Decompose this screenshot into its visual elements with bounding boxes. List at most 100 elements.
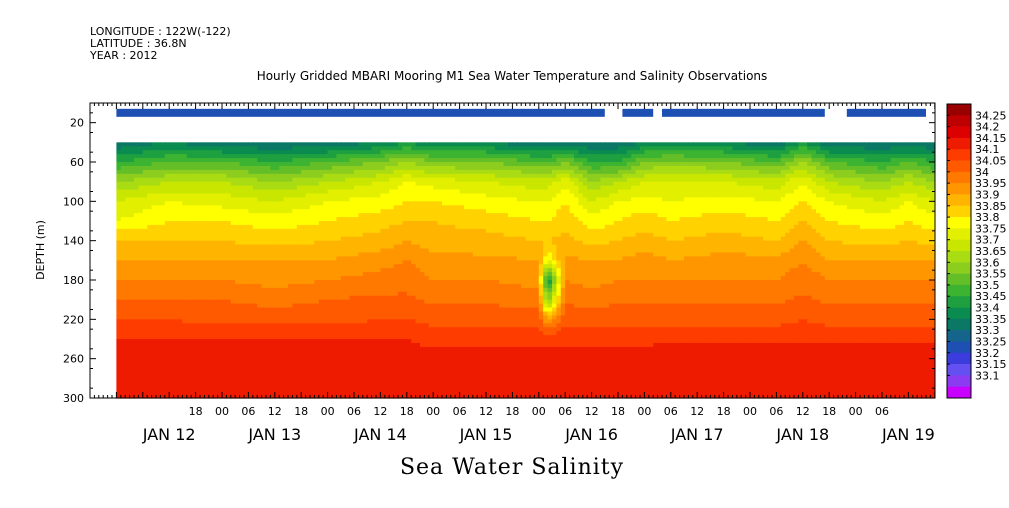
heat-cell <box>367 342 373 348</box>
heat-cell <box>200 295 205 301</box>
heat-cell <box>327 362 333 368</box>
heat-cell <box>428 315 434 320</box>
heat-cell <box>222 386 227 391</box>
heat-cell <box>173 260 179 265</box>
heat-cell <box>314 201 320 206</box>
heat-cell <box>270 346 276 352</box>
heat-cell <box>138 276 144 281</box>
heat-cell <box>248 221 254 226</box>
heat-cell <box>301 264 307 269</box>
heat-cell <box>217 323 223 328</box>
heat-cell <box>195 264 201 269</box>
heat-cell <box>332 370 337 375</box>
heat-cell <box>292 244 298 250</box>
heat-cell <box>134 362 139 368</box>
heat-cell <box>248 158 254 163</box>
heat-cell <box>226 232 232 238</box>
heat-cell <box>230 276 236 281</box>
heat-cell <box>336 209 342 214</box>
heat-cell <box>208 339 214 344</box>
heat-cell <box>244 315 249 320</box>
heat-cell <box>354 193 359 198</box>
heat-cell <box>270 358 276 364</box>
heat-cell <box>204 370 210 375</box>
heat-cell <box>349 232 355 238</box>
heat-cell <box>266 185 271 191</box>
heat-cell <box>323 213 329 218</box>
heat-cell <box>358 370 364 375</box>
heat-cell <box>442 165 447 171</box>
heat-cell <box>160 240 166 246</box>
heat-cell <box>178 252 183 257</box>
heat-cell <box>235 158 241 163</box>
heat-cell <box>402 158 408 163</box>
heat-cell <box>389 146 395 151</box>
heat-cell <box>204 386 210 391</box>
heat-cell <box>415 366 421 372</box>
heat-cell <box>437 323 443 328</box>
heat-cell <box>283 142 289 147</box>
heat-cell <box>406 236 412 242</box>
heat-cell <box>147 150 153 155</box>
heat-cell <box>380 283 386 289</box>
heat-cell <box>191 201 197 206</box>
heat-cell <box>442 142 447 147</box>
heat-cell <box>406 181 412 187</box>
heat-cell <box>244 287 249 293</box>
heat-cell <box>226 264 232 269</box>
heat-cell <box>244 390 249 395</box>
heat-cell <box>433 342 439 348</box>
heat-cell <box>151 339 157 344</box>
heat-cell <box>235 205 241 210</box>
heat-cell <box>424 205 430 210</box>
heat-cell <box>125 201 131 206</box>
heat-cell <box>336 362 342 368</box>
heat-cell <box>393 177 399 183</box>
heat-cell <box>376 362 381 368</box>
heat-cell <box>125 280 131 285</box>
heat-cell <box>226 240 232 246</box>
heat-cell <box>138 185 144 191</box>
heat-cell <box>204 374 210 379</box>
heat-cell <box>169 260 175 265</box>
heat-cell <box>296 248 302 254</box>
heat-cell <box>169 386 175 391</box>
heat-cell <box>156 346 161 352</box>
heat-cell <box>129 307 135 313</box>
heat-cell <box>147 232 153 238</box>
heat-cell <box>164 264 170 269</box>
heat-cell <box>411 362 417 368</box>
heat-cell <box>274 323 280 328</box>
heat-cell <box>261 197 267 202</box>
heat-cell <box>314 311 320 316</box>
heat-cell <box>186 386 192 391</box>
heat-cell <box>318 232 324 238</box>
heat-cell <box>415 205 421 210</box>
heat-cell <box>393 382 399 387</box>
heat-cell <box>252 358 258 364</box>
heat-cell <box>296 236 302 242</box>
heat-cell <box>398 268 403 273</box>
heat-cell <box>213 319 219 324</box>
heat-cell <box>195 291 201 297</box>
heat-cell <box>147 169 153 175</box>
heat-cell <box>248 350 254 356</box>
heat-cell <box>367 280 373 285</box>
heat-cell <box>125 162 131 167</box>
heat-cell <box>411 374 417 379</box>
heat-cell <box>230 280 236 285</box>
heat-cell <box>428 154 434 159</box>
heat-cell <box>261 366 267 372</box>
heat-cell <box>279 154 285 159</box>
heat-cell <box>195 150 201 155</box>
heat-cell <box>208 165 214 171</box>
heat-cell <box>182 201 188 206</box>
heat-cell <box>191 197 197 202</box>
heat-cell <box>415 319 421 324</box>
heat-cell <box>406 303 412 309</box>
heat-cell <box>362 252 368 257</box>
heat-cell <box>345 209 351 214</box>
heat-cell <box>314 252 320 257</box>
heat-cell <box>186 232 192 238</box>
heat-cell <box>138 378 144 383</box>
